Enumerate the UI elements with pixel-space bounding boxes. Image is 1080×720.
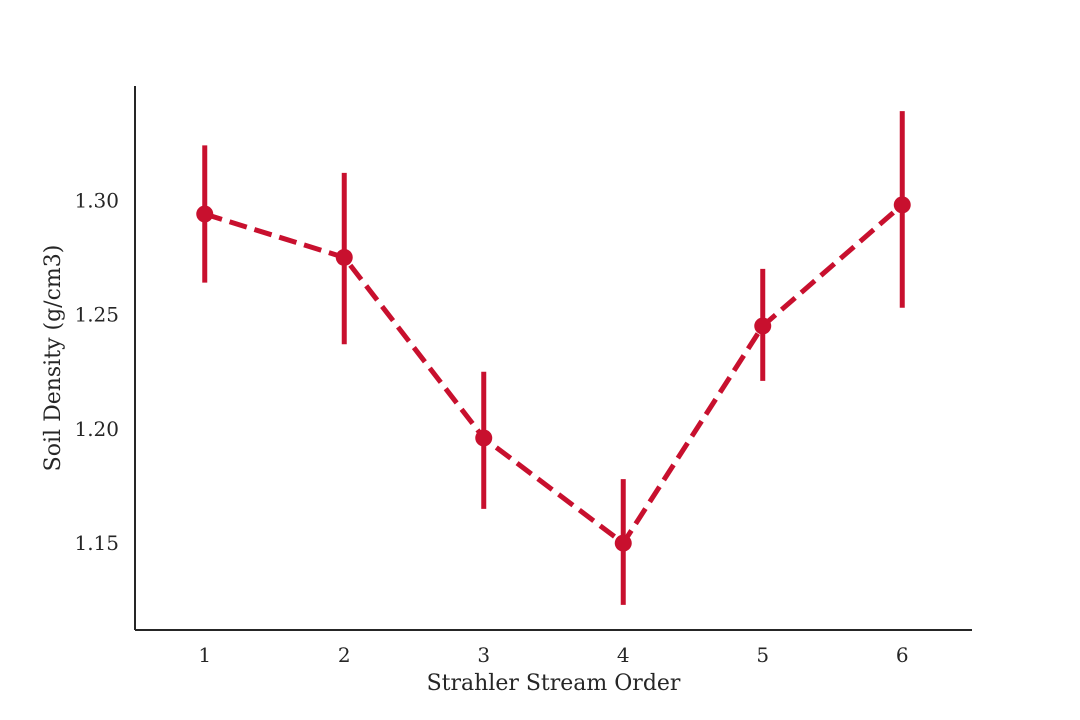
- x-axis-ticks: 1 2 3 4 5 6: [198, 643, 908, 667]
- data-point: [475, 429, 493, 447]
- data-points: [196, 196, 911, 552]
- x-tick-label: 3: [477, 643, 490, 667]
- x-axis-title: Strahler Stream Order: [427, 671, 681, 696]
- x-tick-label: 6: [896, 643, 909, 667]
- y-tick-label: 1.30: [74, 188, 119, 212]
- data-point: [335, 248, 353, 266]
- y-tick-label: 1.20: [74, 417, 119, 441]
- y-tick-label: 1.15: [74, 531, 119, 555]
- y-axis-ticks: 1.15 1.20 1.25 1.30: [74, 188, 119, 555]
- series-line: [204, 202, 904, 547]
- x-tick-label: 5: [756, 643, 769, 667]
- data-point: [614, 534, 632, 552]
- data-point: [893, 196, 911, 214]
- y-axis-title: Soil Density (g/cm3): [41, 245, 66, 472]
- data-point: [754, 317, 772, 335]
- x-tick-label: 2: [338, 643, 351, 667]
- y-tick-label: 1.25: [74, 303, 119, 327]
- error-bars: [202, 111, 905, 605]
- data-point: [196, 205, 214, 223]
- x-tick-label: 1: [198, 643, 211, 667]
- x-tick-label: 4: [617, 643, 630, 667]
